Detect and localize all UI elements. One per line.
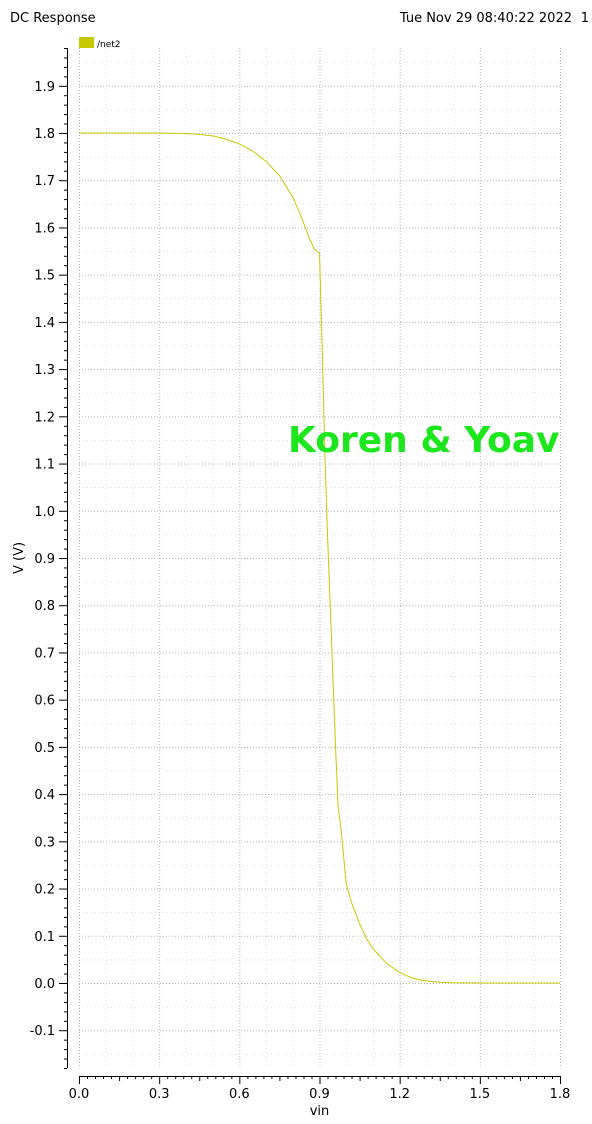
legend-swatch-net2	[79, 37, 94, 48]
y-tick-label: 0.1	[34, 930, 55, 945]
grid-major	[79, 48, 561, 1068]
y-tick-label: 0.9	[34, 552, 55, 567]
timestamp: Tue Nov 29 08:40:22 2022	[399, 11, 572, 26]
axes	[67, 48, 560, 1077]
x-tick-label: 0.9	[309, 1087, 330, 1102]
x-tick-label: 0.0	[69, 1087, 90, 1102]
x-tick-label: 1.5	[469, 1087, 490, 1102]
y-tick-label: 0.7	[34, 646, 55, 661]
series-line-net2	[79, 132, 560, 984]
y-tick-label: 0.8	[34, 599, 55, 614]
y-tick-label: 0.3	[34, 835, 55, 850]
legend-label-net2: /net2	[97, 40, 121, 50]
y-tick-label: 1.0	[34, 505, 55, 520]
series-layer	[79, 132, 560, 984]
y-tick-label: 0.0	[34, 977, 55, 992]
x-tick-label: 1.2	[389, 1087, 410, 1102]
x-axis-label: vin	[310, 1104, 330, 1119]
x-tick-label: 0.6	[229, 1087, 250, 1102]
x-axis-ticks: 0.0 0.3 0.6 0.9 1.2 1.5 1.8	[69, 1076, 571, 1102]
page-number: 1	[581, 11, 589, 26]
y-tick-label: 1.5	[34, 269, 55, 284]
y-axis-ticks: -0.1 0.0 0.1 0.2 0.3 0.4 0.5 0.6 0.7 0.8 0.9 1.0 1.1…	[30, 48, 67, 1069]
y-tick-label: 0.6	[34, 694, 55, 709]
y-tick-label: 1.6	[34, 221, 55, 236]
watermark-annotation: Koren & Yoav	[288, 420, 560, 461]
x-tick-label: 0.3	[149, 1087, 170, 1102]
y-tick-label: 1.1	[34, 458, 55, 473]
y-tick-label: 1.9	[34, 80, 55, 95]
y-tick-label: 1.4	[34, 316, 55, 331]
y-tick-label: 0.5	[34, 741, 55, 756]
x-tick-label: 1.8	[550, 1087, 571, 1102]
legend: /net2	[79, 37, 121, 50]
y-tick-label: 1.8	[34, 127, 55, 142]
y-tick-label: 1.7	[34, 174, 55, 189]
y-tick-label: 0.2	[34, 883, 55, 898]
y-tick-label: 0.4	[34, 788, 55, 803]
y-tick-label: -0.1	[30, 1024, 55, 1039]
y-tick-label: 1.3	[34, 363, 55, 378]
chart-title: DC Response	[10, 11, 96, 26]
y-tick-label: 1.2	[34, 410, 55, 425]
y-axis-label: V (V)	[12, 542, 27, 574]
